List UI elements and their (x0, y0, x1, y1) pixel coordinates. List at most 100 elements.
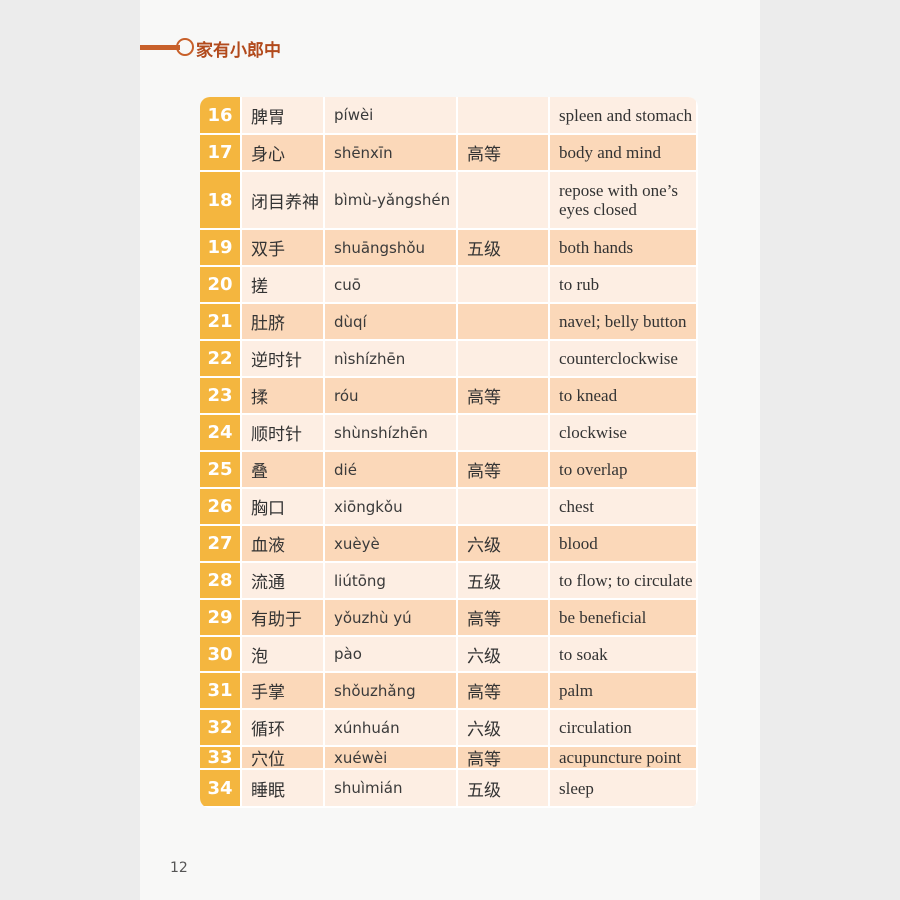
pinyin-cell: yǒuzhù yú (325, 600, 456, 635)
meaning-cell: acupuncture point (550, 747, 696, 768)
table-row: 20 搓 cuō to rub (200, 267, 698, 304)
table-row: 18 闭目养神 bìmù-yǎngshén repose with one’s eye… (200, 172, 698, 230)
pinyin-cell: cuō (325, 267, 456, 302)
meaning-cell: palm (550, 673, 696, 708)
pinyin-cell: nìshízhēn (325, 341, 456, 376)
pinyin-cell: dùqí (325, 304, 456, 339)
table-row: 16 脾胃 píwèi spleen and stomach (200, 97, 698, 135)
vocabulary-table: 16 脾胃 píwèi spleen and stomach 17 身心 shēnxīn 高等… (200, 97, 698, 808)
num-cell: 25 (200, 452, 240, 487)
level-cell (458, 489, 548, 524)
pinyin-cell: xúnhuán (325, 710, 456, 745)
num-cell: 23 (200, 378, 240, 413)
word-cell: 循环 (242, 710, 323, 745)
meaning-cell: counterclockwise (550, 341, 696, 376)
num-cell: 16 (200, 97, 240, 133)
num-cell: 19 (200, 230, 240, 265)
table-row: 29 有助于 yǒuzhù yú 高等 be beneficial (200, 600, 698, 637)
num-cell: 30 (200, 637, 240, 671)
level-cell: 五级 (458, 230, 548, 265)
pinyin-cell: xuèyè (325, 526, 456, 561)
meaning-cell: sleep (550, 770, 696, 806)
level-cell: 六级 (458, 710, 548, 745)
word-cell: 搓 (242, 267, 323, 302)
word-cell: 双手 (242, 230, 323, 265)
num-cell: 34 (200, 770, 240, 806)
num-cell: 32 (200, 710, 240, 745)
pinyin-cell: dié (325, 452, 456, 487)
header-title: 家有小郎中 (196, 41, 281, 61)
pinyin-cell: shùnshízhēn (325, 415, 456, 450)
word-cell: 逆时针 (242, 341, 323, 376)
table-row: 25 叠 dié 高等 to overlap (200, 452, 698, 489)
word-cell: 脾胃 (242, 97, 323, 133)
table-row: 17 身心 shēnxīn 高等 body and mind (200, 135, 698, 172)
meaning-cell: be beneficial (550, 600, 696, 635)
word-cell: 睡眠 (242, 770, 323, 806)
num-cell: 31 (200, 673, 240, 708)
table-row: 28 流通 liútōng 五级 to flow; to circulate (200, 563, 698, 600)
word-cell: 揉 (242, 378, 323, 413)
level-cell: 高等 (458, 673, 548, 708)
level-cell (458, 341, 548, 376)
pinyin-cell: shuìmián (325, 770, 456, 806)
word-cell: 流通 (242, 563, 323, 598)
pinyin-cell: shēnxīn (325, 135, 456, 170)
table-row: 26 胸口 xiōngkǒu chest (200, 489, 698, 526)
meaning-cell: both hands (550, 230, 696, 265)
num-cell: 27 (200, 526, 240, 561)
meaning-cell: body and mind (550, 135, 696, 170)
num-cell: 28 (200, 563, 240, 598)
table-row: 33 穴位 xuéwèi 高等 acupuncture point (200, 747, 698, 770)
level-cell: 六级 (458, 637, 548, 671)
word-cell: 手掌 (242, 673, 323, 708)
num-cell: 18 (200, 172, 240, 228)
word-cell: 叠 (242, 452, 323, 487)
word-cell: 胸口 (242, 489, 323, 524)
num-cell: 24 (200, 415, 240, 450)
level-cell: 五级 (458, 563, 548, 598)
meaning-cell: to rub (550, 267, 696, 302)
meaning-cell: repose with one’s eyes closed (550, 172, 696, 228)
level-cell: 高等 (458, 600, 548, 635)
pinyin-cell: píwèi (325, 97, 456, 133)
meaning-cell: spleen and stomach (550, 97, 696, 133)
level-cell (458, 97, 548, 133)
level-cell: 五级 (458, 770, 548, 806)
meaning-cell: to flow; to circulate (550, 563, 696, 598)
num-cell: 22 (200, 341, 240, 376)
logo-decoration (140, 45, 180, 50)
word-cell: 有助于 (242, 600, 323, 635)
table-row: 21 肚脐 dùqí navel; belly button (200, 304, 698, 341)
table-row: 31 手掌 shǒuzhǎng 高等 palm (200, 673, 698, 710)
word-cell: 血液 (242, 526, 323, 561)
meaning-cell: clockwise (550, 415, 696, 450)
word-cell: 顺时针 (242, 415, 323, 450)
pinyin-cell: xiōngkǒu (325, 489, 456, 524)
pinyin-cell: pào (325, 637, 456, 671)
table-row: 32 循环 xúnhuán 六级 circulation (200, 710, 698, 747)
word-cell: 身心 (242, 135, 323, 170)
word-cell: 穴位 (242, 747, 323, 770)
level-cell (458, 172, 548, 228)
meaning-cell: blood (550, 526, 696, 561)
meaning-cell: to overlap (550, 452, 696, 487)
level-cell (458, 267, 548, 302)
table-row: 34 睡眠 shuìmián 五级 sleep (200, 770, 698, 808)
num-cell: 17 (200, 135, 240, 170)
level-cell: 六级 (458, 526, 548, 561)
word-cell: 闭目养神 (242, 172, 323, 228)
page-number: 12 (170, 860, 188, 876)
num-cell: 21 (200, 304, 240, 339)
table-row: 30 泡 pào 六级 to soak (200, 637, 698, 673)
pinyin-cell: shuāngshǒu (325, 230, 456, 265)
level-cell (458, 304, 548, 339)
meaning-cell: to soak (550, 637, 696, 671)
table-row: 23 揉 róu 高等 to knead (200, 378, 698, 415)
meaning-cell: navel; belly button (550, 304, 696, 339)
pinyin-cell: liútōng (325, 563, 456, 598)
level-cell: 高等 (458, 378, 548, 413)
table-row: 27 血液 xuèyè 六级 blood (200, 526, 698, 563)
level-cell: 高等 (458, 452, 548, 487)
